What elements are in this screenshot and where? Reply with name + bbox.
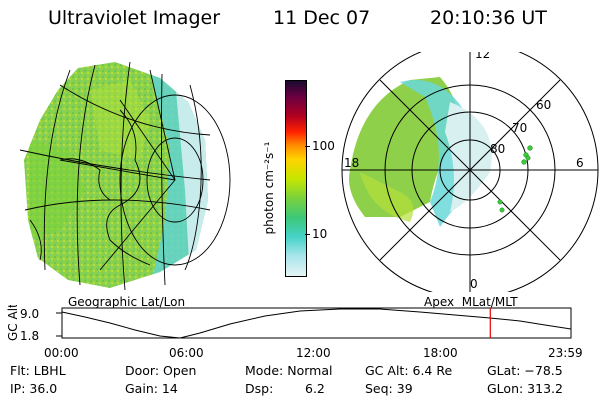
seq-value: Seq: 39 — [365, 381, 413, 396]
polar-plot: 12 18 6 0 60 70 80 — [341, 52, 599, 292]
x-tick-1200: 12:00 — [296, 346, 331, 360]
colorbar-unit-label: photon cm⁻²s⁻¹ — [262, 141, 276, 235]
x-tick-0600: 06:00 — [169, 346, 204, 360]
mlt-label-18: 18 — [344, 156, 359, 170]
gain-value: Gain: 14 — [125, 381, 178, 396]
geographic-image — [19, 61, 231, 290]
lat-label-60: 60 — [536, 98, 551, 112]
y-axis-label: GC Alt — [6, 305, 20, 341]
colorbar-tick-100-mark — [305, 146, 310, 147]
colorbar-tick-10: 10 — [312, 227, 328, 241]
colorbar — [285, 80, 307, 277]
lat-label-70: 70 — [512, 121, 527, 135]
x-tick-1800: 18:00 — [423, 346, 458, 360]
time-label: 20:10:36 UT — [430, 7, 547, 29]
ip-value: IP: 36.0 — [10, 381, 58, 396]
y-tick-9: 9.0 — [20, 307, 39, 321]
flt-value: Flt: LBHL — [10, 363, 66, 378]
y-tick-1-8: 1.8 — [20, 329, 39, 343]
lat-label-80: 80 — [490, 142, 505, 156]
date-label: 11 Dec 07 — [273, 7, 371, 29]
colorbar-gradient — [286, 81, 306, 276]
orbit-timeline: 9.0 1.8 GC Alt 00:00 06:00 12:00 18:00 2… — [6, 305, 583, 360]
dsp-label: Dsp: — [245, 381, 274, 396]
gc-alt-curve — [61, 308, 572, 339]
colorbar-tick-100: 100 — [312, 139, 335, 153]
mode-value: Mode: Normal — [245, 363, 333, 378]
glat-value: GLat: −78.5 — [487, 363, 563, 378]
glon-value: GLon: 313.2 — [487, 381, 563, 396]
mlt-label-6: 6 — [576, 156, 584, 170]
mlt-label-12: 12 — [475, 52, 490, 61]
app-title: Ultraviolet Imager — [48, 7, 221, 29]
timeline-frame — [61, 307, 572, 339]
x-tick-0000: 00:00 — [44, 346, 79, 360]
x-tick-2359: 23:59 — [548, 346, 583, 360]
geo-panel-label: Geographic Lat/Lon — [68, 295, 186, 309]
gc-alt-value: GC Alt: 6.4 Re — [365, 363, 453, 378]
colorbar-tick-10-mark — [305, 234, 310, 235]
polar-panel-label: Apex MLat/MLT — [424, 295, 518, 309]
mlt-label-0: 0 — [470, 277, 478, 291]
door-value: Door: Open — [125, 363, 197, 378]
aurora-points — [497, 145, 533, 213]
dsp-value: 6.2 — [305, 381, 325, 396]
